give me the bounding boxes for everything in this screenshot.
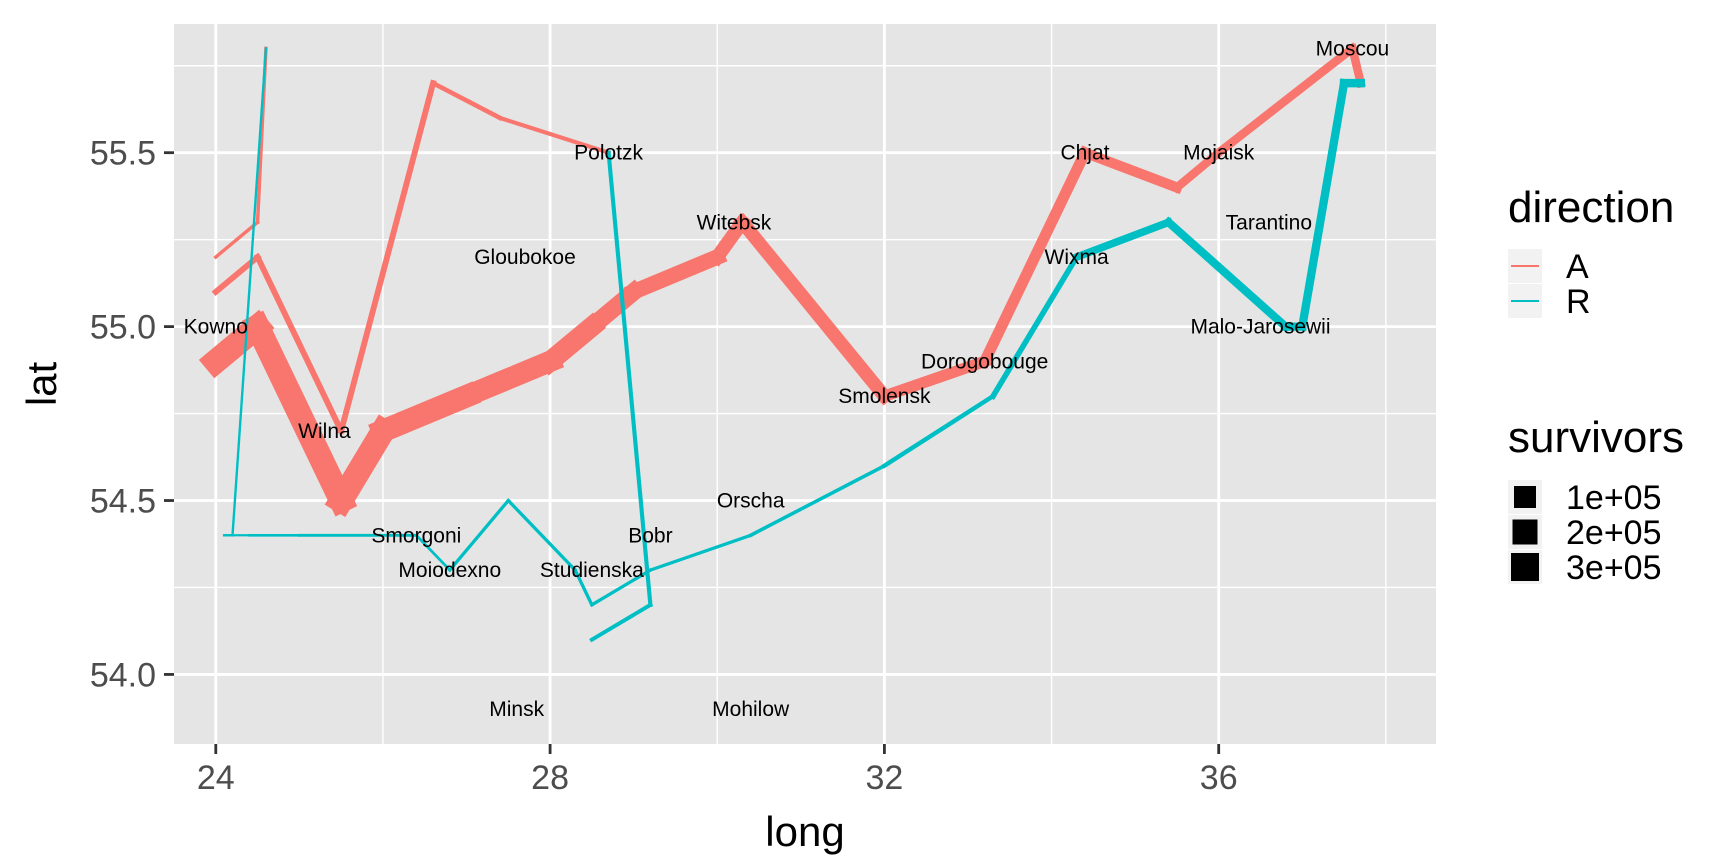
troop-segment-a: [977, 145, 1093, 369]
troop-paths: [198, 42, 1366, 643]
city-label: Kowno: [184, 316, 248, 339]
troop-segment-r: [606, 150, 653, 608]
troop-segment-r: [648, 533, 753, 573]
city-label: Studienska: [540, 559, 644, 582]
city-label: Gloubokoe: [474, 246, 576, 269]
city-labels: Kowno Wilna Smorgoni Moiodexno Gloubokoe Mins…: [184, 37, 1390, 721]
troop-segment-r: [881, 393, 997, 469]
legend-survivors-label: 1e+05: [1566, 479, 1662, 517]
city-label: Wixma: [1045, 246, 1109, 269]
city-label: Polotzk: [574, 142, 643, 165]
y-axis: 54.0 54.5 55.0 55.5: [90, 135, 174, 694]
city-label: Moscou: [1316, 37, 1390, 60]
troop-segment-a: [452, 347, 565, 411]
troop-segment-r: [1071, 217, 1174, 262]
troop-segment-a: [368, 381, 482, 446]
legend-survivors-label: 2e+05: [1566, 514, 1662, 552]
troop-segment-a: [732, 212, 894, 406]
troop-segment-a: [241, 310, 358, 517]
y-axis-title: lat: [18, 361, 65, 406]
city-label: Smorgoni: [371, 524, 461, 547]
troop-segment-r: [589, 602, 654, 643]
city-label: Smolensk: [838, 385, 931, 408]
troop-segment-r: [589, 567, 653, 608]
city-label: Orscha: [717, 490, 785, 513]
troop-segment-a: [1347, 43, 1366, 89]
legend-direction-label: A: [1566, 248, 1589, 286]
legend-direction-title: direction: [1508, 183, 1674, 232]
y-tick-label: 54.5: [90, 483, 156, 521]
legend-key-swatch: [1514, 486, 1536, 508]
troop-segment-a: [429, 80, 504, 122]
troop-segment-r: [1297, 78, 1349, 332]
city-label: Bobr: [628, 524, 672, 547]
troop-segment-r: [231, 47, 268, 537]
legend-survivors-title: survivors: [1508, 413, 1684, 462]
legend-key-swatch: [1512, 519, 1538, 545]
legend-survivors-label: 3e+05: [1566, 549, 1662, 587]
city-label: Chjat: [1060, 142, 1109, 165]
troop-segment-r: [1162, 216, 1292, 333]
troop-segment-a: [535, 312, 607, 376]
troop-segment-a: [623, 246, 728, 303]
x-tick-label: 32: [865, 759, 903, 797]
troop-segment-a: [253, 253, 346, 435]
city-label: Moiodexno: [398, 559, 501, 582]
legend-key-swatch: [1511, 553, 1539, 581]
y-tick-label: 55.5: [90, 135, 156, 173]
troop-segment-a: [497, 115, 612, 156]
city-label: Minsk: [489, 698, 544, 721]
city-label: Dorogobouge: [921, 350, 1048, 373]
legend-direction-label: R: [1566, 283, 1591, 321]
major-gridlines: [174, 24, 1436, 744]
troop-segment-r: [748, 463, 887, 538]
city-label: Malo-Jarosewii: [1190, 316, 1330, 339]
minor-gridlines: [174, 24, 1436, 744]
troop-segment-a: [1170, 146, 1225, 194]
troop-segment-a: [1212, 42, 1359, 159]
x-tick-label: 36: [1200, 759, 1238, 797]
city-label: Wilna: [298, 420, 351, 443]
y-tick-label: 55.0: [90, 309, 156, 347]
troop-segment-a: [579, 279, 647, 339]
legend-direction: direction AR: [1508, 183, 1674, 321]
troop-segment-a: [877, 354, 992, 404]
x-tick-label: 28: [531, 759, 569, 797]
troop-segment-a: [213, 219, 260, 260]
troop-segment-r: [989, 253, 1081, 400]
troop-segment-a: [1078, 146, 1184, 195]
city-label: Mohilow: [712, 698, 790, 721]
city-label: Tarantino: [1226, 211, 1312, 234]
city-label: Mojaisk: [1183, 142, 1255, 165]
troop-segment-r: [447, 498, 511, 573]
x-tick-label: 24: [197, 759, 235, 797]
x-axis: 24 28 32 36: [197, 744, 1238, 797]
city-label: Witebsk: [697, 211, 772, 234]
y-tick-label: 54.0: [90, 656, 156, 694]
troop-segment-r: [572, 567, 595, 608]
troop-segment-r: [414, 533, 452, 573]
x-axis-title: long: [765, 808, 844, 855]
troop-segment-a: [707, 212, 752, 267]
troop-segment-a: [337, 79, 437, 435]
troop-segment-r: [505, 498, 578, 573]
